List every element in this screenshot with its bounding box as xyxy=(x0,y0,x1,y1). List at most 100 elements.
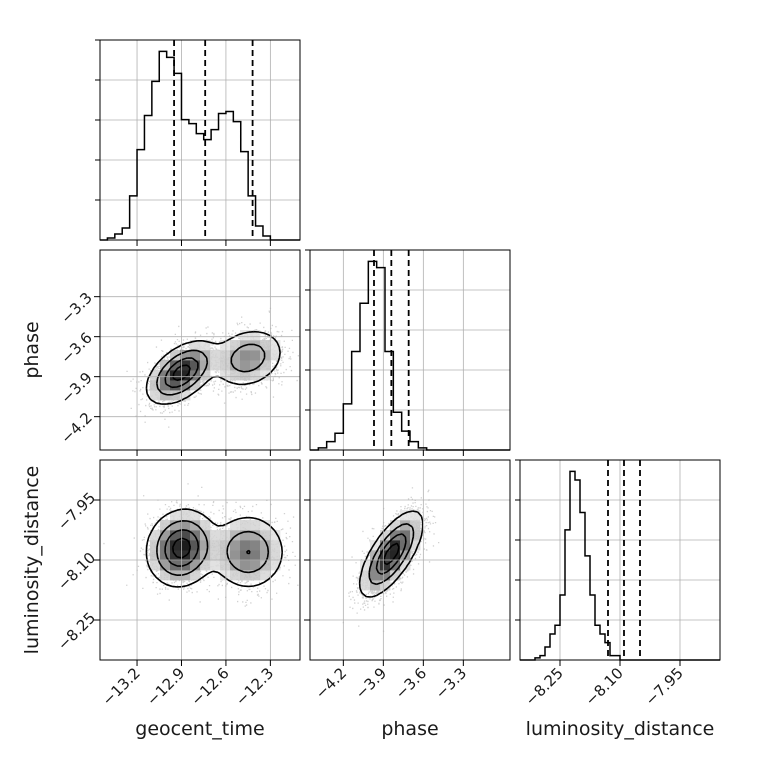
pair-geocent-time-vs-luminosity-distance-density-cell xyxy=(190,510,201,521)
pair-geocent-time-vs-phase-density-cell xyxy=(240,370,251,381)
pair-geocent-time-vs-phase-density-cell xyxy=(200,360,211,371)
pair-phase-vs-luminosity-distance-contour-2 xyxy=(375,533,407,575)
pair-phase-vs-luminosity-distance-density-cell xyxy=(410,510,421,521)
pair-geocent-time-vs-luminosity-distance-density-cell xyxy=(190,570,201,581)
y-axis-label-phase: phase xyxy=(21,321,43,378)
pair-geocent-time-vs-luminosity-distance-density-cell xyxy=(240,520,251,531)
pair-phase-vs-luminosity-distance-density-cell xyxy=(360,570,371,581)
pair-geocent-time-vs-phase-density-cell xyxy=(260,370,271,381)
pair-geocent-time-vs-luminosity-distance-density-cell xyxy=(270,530,281,541)
pair-geocent-time-vs-luminosity-distance-density-cell xyxy=(180,530,191,541)
pair-geocent-time-vs-luminosity-distance-density-cell xyxy=(190,540,201,551)
pair-geocent-time-vs-luminosity-distance-density-cell xyxy=(250,520,261,531)
pair-geocent-time-vs-phase-density-cell xyxy=(180,370,191,381)
pair-geocent-time-vs-luminosity-distance-density-cell xyxy=(230,560,241,571)
pair-geocent-time-vs-luminosity-distance-density-cell xyxy=(180,540,191,551)
pair-phase-vs-luminosity-distance-density-cell xyxy=(390,570,401,581)
pair-geocent-time-vs-luminosity-distance-frame xyxy=(99,459,301,661)
pair-geocent-time-vs-luminosity-distance-density-cell xyxy=(250,540,261,551)
pair-phase-vs-luminosity-distance-density-cell xyxy=(380,560,391,571)
pair-geocent-time-vs-luminosity-distance-density-cell xyxy=(260,530,271,541)
pair-geocent-time-vs-phase-density-cell xyxy=(150,370,161,381)
pair-geocent-time-vs-luminosity-distance-density-cell xyxy=(230,520,241,531)
pair-geocent-time-vs-luminosity-distance-plot-area xyxy=(103,483,299,607)
pair-phase-vs-luminosity-distance-density-cell xyxy=(400,510,411,521)
pair-phase-vs-luminosity-distance-density-cell xyxy=(390,530,401,541)
pair-geocent-time-vs-phase-frame xyxy=(99,249,301,451)
pair-phase-vs-luminosity-distance-density-cell xyxy=(410,520,421,531)
pair-geocent-time-vs-phase-density-cell xyxy=(170,390,181,401)
pair-geocent-time-vs-phase-density-cell xyxy=(170,360,181,371)
pair-geocent-time-vs-luminosity-distance-density-cell xyxy=(260,550,271,561)
pair-geocent-time-vs-luminosity-distance-density-cell xyxy=(190,560,201,571)
pair-geocent-time-vs-luminosity-distance-density-cell xyxy=(240,530,251,541)
pair-geocent-time-vs-luminosity-distance-density-cell xyxy=(150,550,161,561)
x-axis-label-geocent-time: geocent_time xyxy=(135,718,264,740)
pair-geocent-time-vs-luminosity-distance-density-cell xyxy=(190,520,201,531)
pair-geocent-time-vs-luminosity-distance-density-cell xyxy=(160,560,171,571)
pair-phase-vs-luminosity-distance-plot-area xyxy=(342,487,440,632)
pair-geocent-time-vs-phase-density-cell xyxy=(150,380,161,391)
pair-geocent-time-vs-phase-plot-area xyxy=(126,307,299,428)
x-axis-label-phase: phase xyxy=(381,718,438,740)
pair-geocent-time-vs-luminosity-distance-density-cell xyxy=(270,540,281,551)
pair-phase-vs-luminosity-distance-density-cell xyxy=(400,550,411,561)
pair-geocent-time-vs-luminosity-distance-density-cell xyxy=(210,540,221,551)
hist-geocent-time-frame xyxy=(99,39,301,241)
pair-geocent-time-vs-luminosity-distance-density-cell xyxy=(150,530,161,541)
pair-geocent-time-vs-phase-density-cell xyxy=(250,360,261,371)
hist-luminosity-distance-frame xyxy=(519,459,721,661)
pair-geocent-time-vs-luminosity-distance-density-cell xyxy=(200,540,211,551)
pair-phase-vs-luminosity-distance-density-cell xyxy=(410,530,421,541)
pair-geocent-time-vs-luminosity-distance-density-cell xyxy=(160,570,171,581)
pair-geocent-time-vs-luminosity-distance-density-cell xyxy=(180,520,191,531)
pair-geocent-time-vs-phase-density-cell xyxy=(160,380,171,391)
pair-geocent-time-vs-phase-density-cell xyxy=(170,380,181,391)
pair-geocent-time-vs-luminosity-distance-density-cell xyxy=(240,560,251,571)
pair-geocent-time-vs-luminosity-distance-density-cell xyxy=(150,560,161,571)
pair-geocent-time-vs-luminosity-distance-density-cell xyxy=(270,550,281,561)
pair-geocent-time-vs-luminosity-distance-density-cell xyxy=(260,520,271,531)
pair-phase-vs-luminosity-distance-density-cell xyxy=(400,520,411,531)
pair-geocent-time-vs-phase-density-cell xyxy=(190,380,201,391)
pair-geocent-time-vs-phase-density-cell xyxy=(180,350,191,361)
pair-phase-vs-luminosity-distance-density-cell xyxy=(360,580,371,591)
pair-phase-vs-luminosity-distance-density-cell xyxy=(380,570,391,581)
pair-geocent-time-vs-phase-density-cell xyxy=(160,370,171,381)
pair-phase-vs-luminosity-distance-density-cell xyxy=(380,530,391,541)
pair-geocent-time-vs-luminosity-distance-density-cell xyxy=(170,530,181,541)
pair-geocent-time-vs-luminosity-distance-density-cell xyxy=(230,530,241,541)
pair-geocent-time-vs-luminosity-distance-density-cell xyxy=(260,570,271,581)
pair-geocent-time-vs-phase-density-cell xyxy=(190,370,201,381)
pair-geocent-time-vs-luminosity-distance-density-cell xyxy=(160,520,171,531)
pair-geocent-time-vs-luminosity-distance-density-cell xyxy=(240,570,251,581)
pair-geocent-time-vs-luminosity-distance-density-cell xyxy=(230,570,241,581)
pair-geocent-time-vs-phase-density-cell xyxy=(270,350,281,361)
pair-geocent-time-vs-luminosity-distance-density-cell xyxy=(260,560,271,571)
pair-geocent-time-vs-phase-density-cell xyxy=(250,370,261,381)
pair-geocent-time-vs-luminosity-distance-density-cell xyxy=(250,570,261,581)
hist-geocent-time-panel xyxy=(95,39,301,246)
pair-geocent-time-vs-phase-density-cell xyxy=(200,370,211,381)
pair-geocent-time-vs-luminosity-distance-density-cell xyxy=(200,520,211,531)
pair-geocent-time-vs-phase-density-cell xyxy=(240,360,251,371)
pair-geocent-time-vs-luminosity-distance-density-cell xyxy=(220,550,231,561)
pair-geocent-time-vs-luminosity-distance-density-cell xyxy=(250,530,261,541)
pair-geocent-time-vs-phase-density-cell xyxy=(260,340,271,351)
pair-geocent-time-vs-luminosity-distance-density-cell xyxy=(180,510,191,521)
pair-geocent-time-vs-luminosity-distance-density-cell xyxy=(230,540,241,551)
pair-geocent-time-vs-luminosity-distance-density-cell xyxy=(170,540,181,551)
pair-geocent-time-vs-luminosity-distance-density-cell xyxy=(260,540,271,551)
pair-phase-vs-luminosity-distance-density-cell xyxy=(370,560,381,571)
pair-phase-vs-luminosity-distance-density-cell xyxy=(400,530,411,541)
pair-phase-vs-luminosity-distance-density-cell xyxy=(360,560,371,571)
pair-geocent-time-vs-phase-density-cell xyxy=(190,360,201,371)
pair-geocent-time-vs-luminosity-distance-density-cell xyxy=(210,530,221,541)
pair-geocent-time-vs-phase-density-cell xyxy=(210,360,221,371)
pair-phase-vs-luminosity-distance-density-cell xyxy=(370,580,381,591)
pair-phase-vs-luminosity-distance-contour-3 xyxy=(383,542,400,566)
hist-geocent-time-step xyxy=(100,50,300,241)
pair-geocent-time-vs-luminosity-distance-density-cell xyxy=(250,550,261,561)
